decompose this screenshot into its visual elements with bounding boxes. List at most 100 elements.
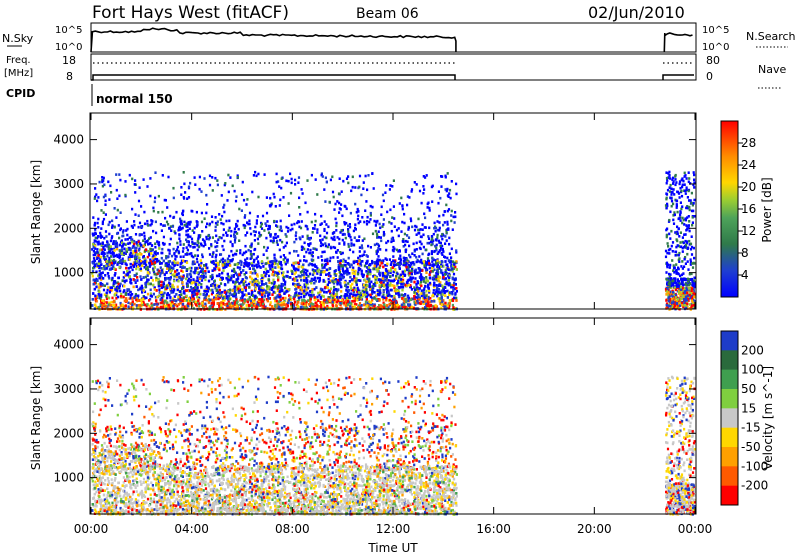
data-point bbox=[312, 227, 315, 230]
data-point bbox=[440, 284, 443, 287]
data-point bbox=[260, 227, 264, 230]
data-point bbox=[422, 302, 425, 305]
data-point bbox=[425, 302, 428, 306]
data-point bbox=[374, 278, 377, 281]
data-point bbox=[293, 249, 296, 253]
data-point bbox=[152, 209, 155, 213]
data-point bbox=[402, 245, 405, 248]
data-point bbox=[225, 234, 228, 237]
data-point bbox=[293, 279, 296, 282]
data-point bbox=[432, 232, 435, 236]
data-point bbox=[436, 233, 439, 237]
data-point bbox=[110, 278, 114, 282]
data-point bbox=[382, 259, 385, 262]
data-point bbox=[237, 227, 240, 231]
data-point bbox=[429, 240, 432, 244]
data-point bbox=[428, 206, 431, 210]
cpid-label: CPID bbox=[6, 87, 35, 100]
data-point bbox=[392, 262, 395, 265]
data-point bbox=[447, 208, 451, 211]
data-point bbox=[311, 251, 314, 254]
data-point bbox=[223, 183, 226, 187]
data-point bbox=[218, 288, 221, 292]
data-point bbox=[284, 286, 287, 290]
data-point bbox=[375, 221, 378, 224]
data-point bbox=[115, 216, 118, 219]
data-point bbox=[221, 294, 224, 297]
data-point bbox=[172, 247, 175, 251]
data-point bbox=[300, 273, 304, 277]
data-point bbox=[234, 282, 237, 286]
data-point bbox=[428, 226, 431, 230]
data-point bbox=[352, 250, 355, 254]
data-point bbox=[351, 185, 354, 189]
data-point bbox=[262, 298, 265, 302]
data-point bbox=[278, 260, 281, 264]
data-point bbox=[386, 210, 389, 214]
data-point bbox=[197, 283, 200, 286]
data-point bbox=[335, 221, 338, 225]
data-point bbox=[268, 265, 271, 268]
data-point bbox=[113, 293, 116, 297]
data-point bbox=[136, 279, 139, 282]
data-point bbox=[178, 233, 181, 236]
data-point bbox=[124, 306, 127, 309]
data-point bbox=[382, 293, 385, 296]
data-point bbox=[279, 238, 282, 242]
data-point bbox=[138, 186, 141, 189]
freq-panel-frame bbox=[90, 53, 697, 81]
data-point bbox=[258, 235, 261, 238]
data-point bbox=[101, 271, 104, 274]
data-point bbox=[382, 271, 385, 275]
data-point bbox=[382, 199, 385, 203]
data-point bbox=[375, 259, 378, 263]
data-point bbox=[111, 224, 114, 227]
data-point bbox=[233, 301, 237, 304]
data-point bbox=[447, 274, 450, 278]
data-point bbox=[306, 291, 309, 295]
data-point bbox=[380, 239, 383, 243]
data-point bbox=[194, 242, 197, 245]
data-point bbox=[187, 240, 190, 244]
data-point bbox=[324, 244, 327, 248]
data-point bbox=[230, 249, 233, 253]
data-point bbox=[305, 225, 309, 228]
data-point bbox=[375, 265, 378, 268]
data-point bbox=[291, 272, 294, 275]
data-point bbox=[451, 260, 455, 263]
data-point bbox=[190, 266, 193, 270]
data-point bbox=[357, 296, 360, 300]
data-point bbox=[219, 218, 222, 221]
data-point bbox=[308, 238, 311, 241]
data-point bbox=[445, 189, 448, 193]
data-point bbox=[320, 222, 323, 225]
data-point bbox=[261, 214, 265, 218]
data-point bbox=[244, 260, 247, 264]
data-point bbox=[424, 285, 427, 288]
data-point bbox=[436, 294, 439, 298]
data-point bbox=[303, 259, 306, 262]
data-point bbox=[180, 269, 183, 273]
data-point bbox=[448, 260, 451, 264]
data-point bbox=[99, 242, 102, 246]
data-point bbox=[384, 191, 387, 194]
data-point bbox=[286, 230, 290, 233]
data-point bbox=[276, 239, 279, 243]
beam-label: Beam 06 bbox=[356, 6, 419, 22]
data-point bbox=[94, 195, 97, 199]
data-point bbox=[327, 268, 330, 271]
data-point bbox=[432, 291, 435, 295]
data-point bbox=[143, 222, 147, 226]
data-point bbox=[112, 284, 115, 287]
data-point bbox=[100, 209, 103, 212]
data-point bbox=[115, 244, 118, 247]
data-point bbox=[191, 290, 194, 294]
data-point bbox=[423, 287, 426, 290]
data-point bbox=[369, 214, 372, 217]
data-point bbox=[207, 234, 210, 238]
data-point bbox=[139, 263, 143, 267]
data-point bbox=[379, 226, 382, 230]
data-point bbox=[154, 255, 157, 258]
data-point bbox=[247, 298, 250, 301]
